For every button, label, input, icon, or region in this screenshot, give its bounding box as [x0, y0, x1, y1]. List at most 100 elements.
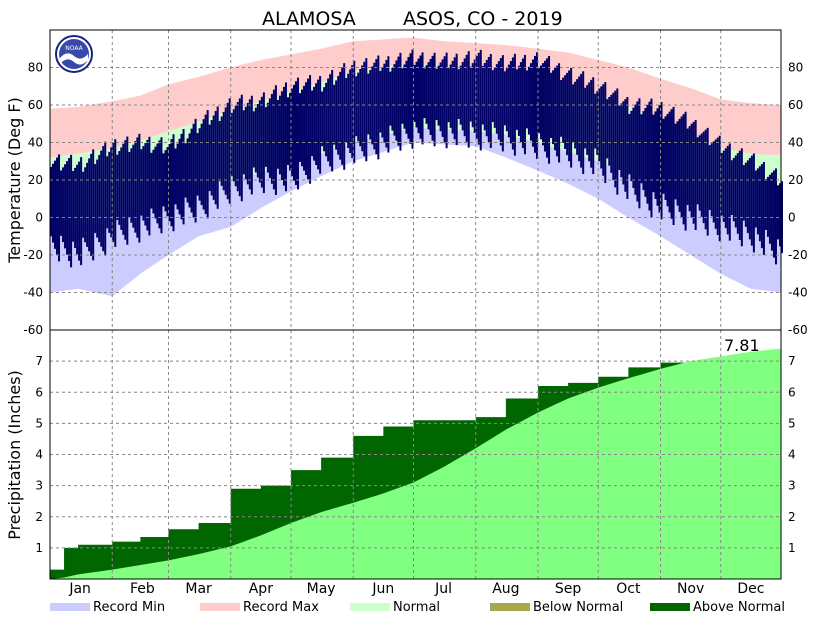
observed-day-bar [286, 97, 289, 165]
observed-day-bar [552, 70, 555, 145]
observed-day-bar [202, 119, 205, 210]
observed-day-bar [509, 61, 512, 144]
observed-day-bar [487, 57, 490, 143]
observed-day-bar [489, 54, 492, 148]
precip-tick-right: 4 [788, 448, 796, 462]
observed-day-bar [668, 111, 671, 213]
observed-day-bar [250, 95, 253, 195]
precip-total-label: 7.81 [724, 336, 760, 355]
observed-day-bar [592, 77, 595, 174]
observed-day-bar [363, 61, 366, 157]
observed-day-bar [421, 52, 424, 145]
observed-day-bar [84, 167, 87, 243]
observed-day-bar [339, 71, 342, 160]
observed-day-bar [706, 127, 709, 236]
observed-day-bar [760, 164, 763, 249]
observed-day-bar [722, 150, 725, 222]
observed-day-bar [417, 58, 420, 134]
observed-day-bar [574, 81, 577, 149]
precip-tick-left: 1 [35, 541, 43, 555]
observed-day-bar [742, 165, 745, 221]
observed-day-bar [216, 106, 219, 209]
precip-tick-right: 7 [788, 354, 796, 368]
observed-day-bar [554, 68, 557, 151]
observed-day-bar [754, 170, 757, 228]
observed-day-bar [292, 84, 295, 181]
observed-day-bar [686, 128, 689, 205]
observed-day-bar [112, 142, 115, 242]
observed-day-bar [206, 110, 209, 219]
observed-day-bar [491, 70, 494, 122]
observed-day-bar [120, 147, 123, 230]
observed-day-bar [576, 79, 579, 155]
observed-day-bar [180, 133, 183, 220]
observed-day-bar [756, 168, 759, 235]
observed-day-bar [694, 120, 697, 230]
observed-day-bar [718, 135, 721, 242]
observed-day-bar [746, 160, 749, 234]
observed-day-bar [184, 143, 187, 198]
observed-day-bar [499, 58, 502, 146]
observed-day-bar [720, 153, 723, 216]
observed-day-bar [477, 52, 480, 145]
observed-day-bar [295, 81, 298, 185]
observed-day-bar [90, 153, 93, 256]
precipitation-axis-label: Precipitation (Inches) [5, 370, 24, 540]
observed-day-bar [590, 79, 593, 168]
observed-day-bar [226, 102, 229, 200]
observed-day-bar [403, 64, 406, 129]
observed-day-bar [399, 52, 402, 151]
observed-day-bar [276, 100, 279, 169]
observed-day-bar [550, 72, 553, 138]
temp-tick-right: 0 [788, 211, 796, 225]
observed-day-bar [190, 128, 193, 213]
observed-day-bar [628, 114, 631, 175]
observed-day-bar [471, 63, 474, 128]
observed-day-bar [92, 149, 95, 261]
temp-tick-right: -60 [788, 323, 808, 337]
observed-day-bar [100, 150, 103, 247]
observed-day-bar [70, 154, 73, 268]
observed-day-bar [580, 73, 583, 168]
observed-day-bar [307, 78, 310, 180]
observed-day-bar [548, 56, 551, 164]
observed-day-bar [638, 98, 641, 209]
observed-day-bar [622, 101, 625, 185]
observed-day-bar [144, 143, 147, 226]
observed-day-bar [126, 136, 129, 245]
observed-day-bar [419, 55, 422, 139]
observed-day-bar [262, 92, 265, 194]
observed-day-bar [124, 140, 127, 240]
observed-day-bar [66, 161, 69, 255]
observed-day-bar [766, 176, 769, 237]
observed-day-bar [116, 154, 119, 220]
observed-day-bar [654, 111, 657, 199]
observed-day-bar [485, 60, 488, 137]
observed-day-bar [443, 56, 446, 143]
observed-day-bar [86, 162, 89, 247]
observed-day-bar [698, 135, 701, 211]
observed-day-bar [136, 137, 139, 238]
observed-day-bar [409, 53, 412, 144]
observed-day-bar [459, 65, 462, 125]
observed-day-bar [232, 109, 235, 182]
temp-tick-right: 60 [788, 98, 803, 112]
observed-day-bar [752, 153, 755, 253]
temp-tick-right: -20 [788, 248, 808, 262]
observed-day-bar [194, 118, 197, 223]
observed-day-bar [564, 75, 567, 149]
observed-day-bar [106, 156, 109, 229]
temp-tick-right: 40 [788, 136, 803, 150]
observed-day-bar [140, 149, 143, 216]
month-label: Jan [68, 581, 91, 597]
precip-tick-right: 1 [788, 541, 796, 555]
observed-day-bar [650, 98, 653, 218]
observed-day-bar [176, 143, 179, 210]
observed-day-bar [220, 116, 223, 186]
month-label: Dec [737, 581, 764, 597]
observed-day-bar [658, 105, 661, 213]
observed-day-bar [311, 90, 314, 157]
observed-day-bar [188, 133, 191, 208]
observed-day-bar [333, 84, 336, 145]
observed-day-bar [608, 97, 611, 166]
